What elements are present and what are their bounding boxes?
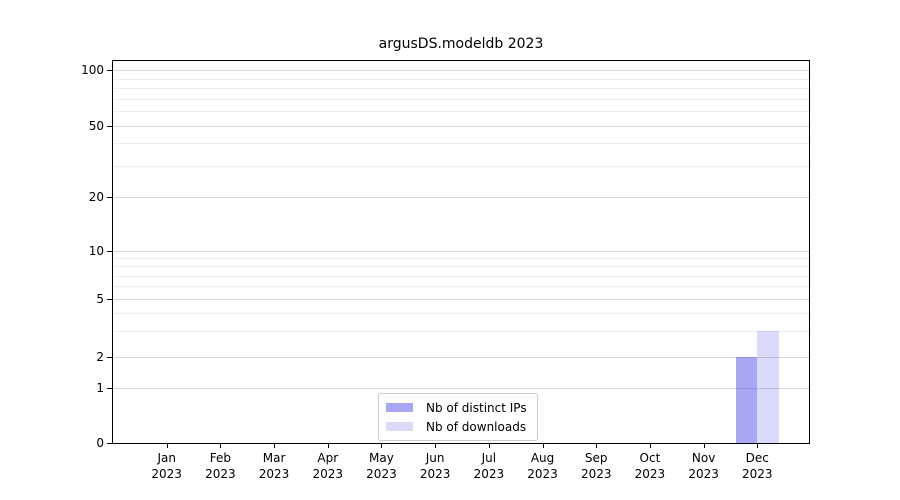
y-tick-mark xyxy=(107,251,112,252)
y-tick-label: 1 xyxy=(96,381,104,395)
y-tick-mark xyxy=(107,197,112,198)
x-tick-label: Jul 2023 xyxy=(449,450,529,482)
x-tick-year: 2023 xyxy=(258,467,290,481)
minor-gridline xyxy=(113,143,809,145)
legend-label: Nb of downloads xyxy=(426,419,527,434)
legend-swatch xyxy=(386,422,413,431)
x-tick-year: 2023 xyxy=(742,467,773,481)
x-tick-label: Apr 2023 xyxy=(288,450,368,482)
major-gridline xyxy=(113,197,809,198)
minor-gridline xyxy=(113,98,809,100)
x-tick-year: 2023 xyxy=(580,467,612,481)
minor-gridline xyxy=(113,313,809,315)
legend-row: Nb of distinct IPs xyxy=(386,398,527,417)
legend-label: Nb of distinct IPs xyxy=(426,400,527,415)
y-tick-mark xyxy=(107,70,112,71)
x-tick-month: Feb xyxy=(209,451,231,465)
x-tick-label: Jun 2023 xyxy=(395,450,475,482)
x-tick-mark xyxy=(703,444,705,448)
y-tick-mark xyxy=(107,357,112,358)
minor-gridline xyxy=(113,165,809,167)
y-tick-label: 5 xyxy=(96,292,104,306)
x-tick-mark xyxy=(435,444,437,448)
y-tick-label: 2 xyxy=(96,350,104,364)
x-tick-mark xyxy=(542,444,544,448)
major-gridline xyxy=(113,70,809,71)
x-tick-mark xyxy=(757,444,759,448)
x-tick-mark xyxy=(274,444,276,448)
x-tick-month: May xyxy=(369,451,394,465)
major-gridline xyxy=(113,299,809,300)
x-tick-label: Sep 2023 xyxy=(556,450,636,482)
x-tick-mark xyxy=(327,444,329,448)
bar-nb-of-distinct-ips xyxy=(735,357,758,443)
x-tick-label: Oct 2023 xyxy=(610,450,690,482)
minor-gridline xyxy=(113,286,809,288)
x-tick-month: Dec xyxy=(745,451,769,465)
y-tick-mark xyxy=(107,126,112,127)
x-tick-mark xyxy=(166,444,168,448)
x-tick-month: Apr xyxy=(317,451,339,465)
y-tick-label: 0 xyxy=(96,436,104,450)
minor-gridline xyxy=(113,88,809,90)
x-tick-year: 2023 xyxy=(366,467,397,481)
chart-title: argusDS.modeldb 2023 xyxy=(378,36,544,52)
minor-gridline xyxy=(113,258,809,260)
x-tick-month: Mar xyxy=(262,451,286,465)
bar-nb-of-downloads xyxy=(757,331,779,443)
x-tick-month: Oct xyxy=(639,451,661,465)
y-tick-label: 50 xyxy=(88,119,104,133)
x-tick-label: Feb 2023 xyxy=(180,450,260,482)
x-tick-month: Jul xyxy=(481,451,497,465)
minor-gridline xyxy=(113,78,809,80)
legend-swatch xyxy=(386,403,413,412)
y-tick-label: 10 xyxy=(88,244,104,258)
x-tick-month: Aug xyxy=(530,451,555,465)
minor-gridline xyxy=(113,275,809,277)
y-tick-label: 20 xyxy=(88,190,104,204)
y-tick-mark xyxy=(107,388,112,389)
x-tick-year: 2023 xyxy=(688,467,719,481)
y-tick-mark xyxy=(107,299,112,300)
legend: Nb of distinct IPs Nb of downloads xyxy=(378,393,538,441)
x-tick-year: 2023 xyxy=(527,467,558,481)
major-gridline xyxy=(113,388,809,389)
major-gridline xyxy=(113,357,809,358)
x-tick-label: Dec 2023 xyxy=(717,450,797,482)
x-tick-mark xyxy=(596,444,598,448)
x-tick-year: 2023 xyxy=(151,467,182,481)
plot-area xyxy=(112,60,810,444)
x-tick-label: May 2023 xyxy=(341,450,421,482)
major-gridline xyxy=(113,126,809,127)
x-tick-month: Nov xyxy=(691,451,716,465)
x-tick-year: 2023 xyxy=(419,467,451,481)
x-tick-mark xyxy=(488,444,490,448)
x-tick-mark xyxy=(220,444,222,448)
y-tick-label: 100 xyxy=(81,63,104,77)
x-tick-year: 2023 xyxy=(634,467,666,481)
x-tick-label: Nov 2023 xyxy=(664,450,744,482)
x-tick-mark xyxy=(381,444,383,448)
x-tick-label: Mar 2023 xyxy=(234,450,314,482)
x-tick-year: 2023 xyxy=(205,467,236,481)
legend-row: Nb of downloads xyxy=(386,417,527,436)
x-tick-month: Jan xyxy=(157,451,176,465)
x-tick-month: Jun xyxy=(425,451,445,465)
minor-gridline xyxy=(113,331,809,333)
x-tick-label: Jan 2023 xyxy=(127,450,207,482)
major-gridline xyxy=(113,251,809,252)
x-tick-year: 2023 xyxy=(312,467,344,481)
minor-gridline xyxy=(113,111,809,113)
x-tick-year: 2023 xyxy=(473,467,505,481)
x-tick-label: Aug 2023 xyxy=(503,450,583,482)
y-tick-mark xyxy=(107,443,112,444)
minor-gridline xyxy=(113,266,809,268)
x-tick-month: Sep xyxy=(584,451,608,465)
x-tick-mark xyxy=(649,444,651,448)
